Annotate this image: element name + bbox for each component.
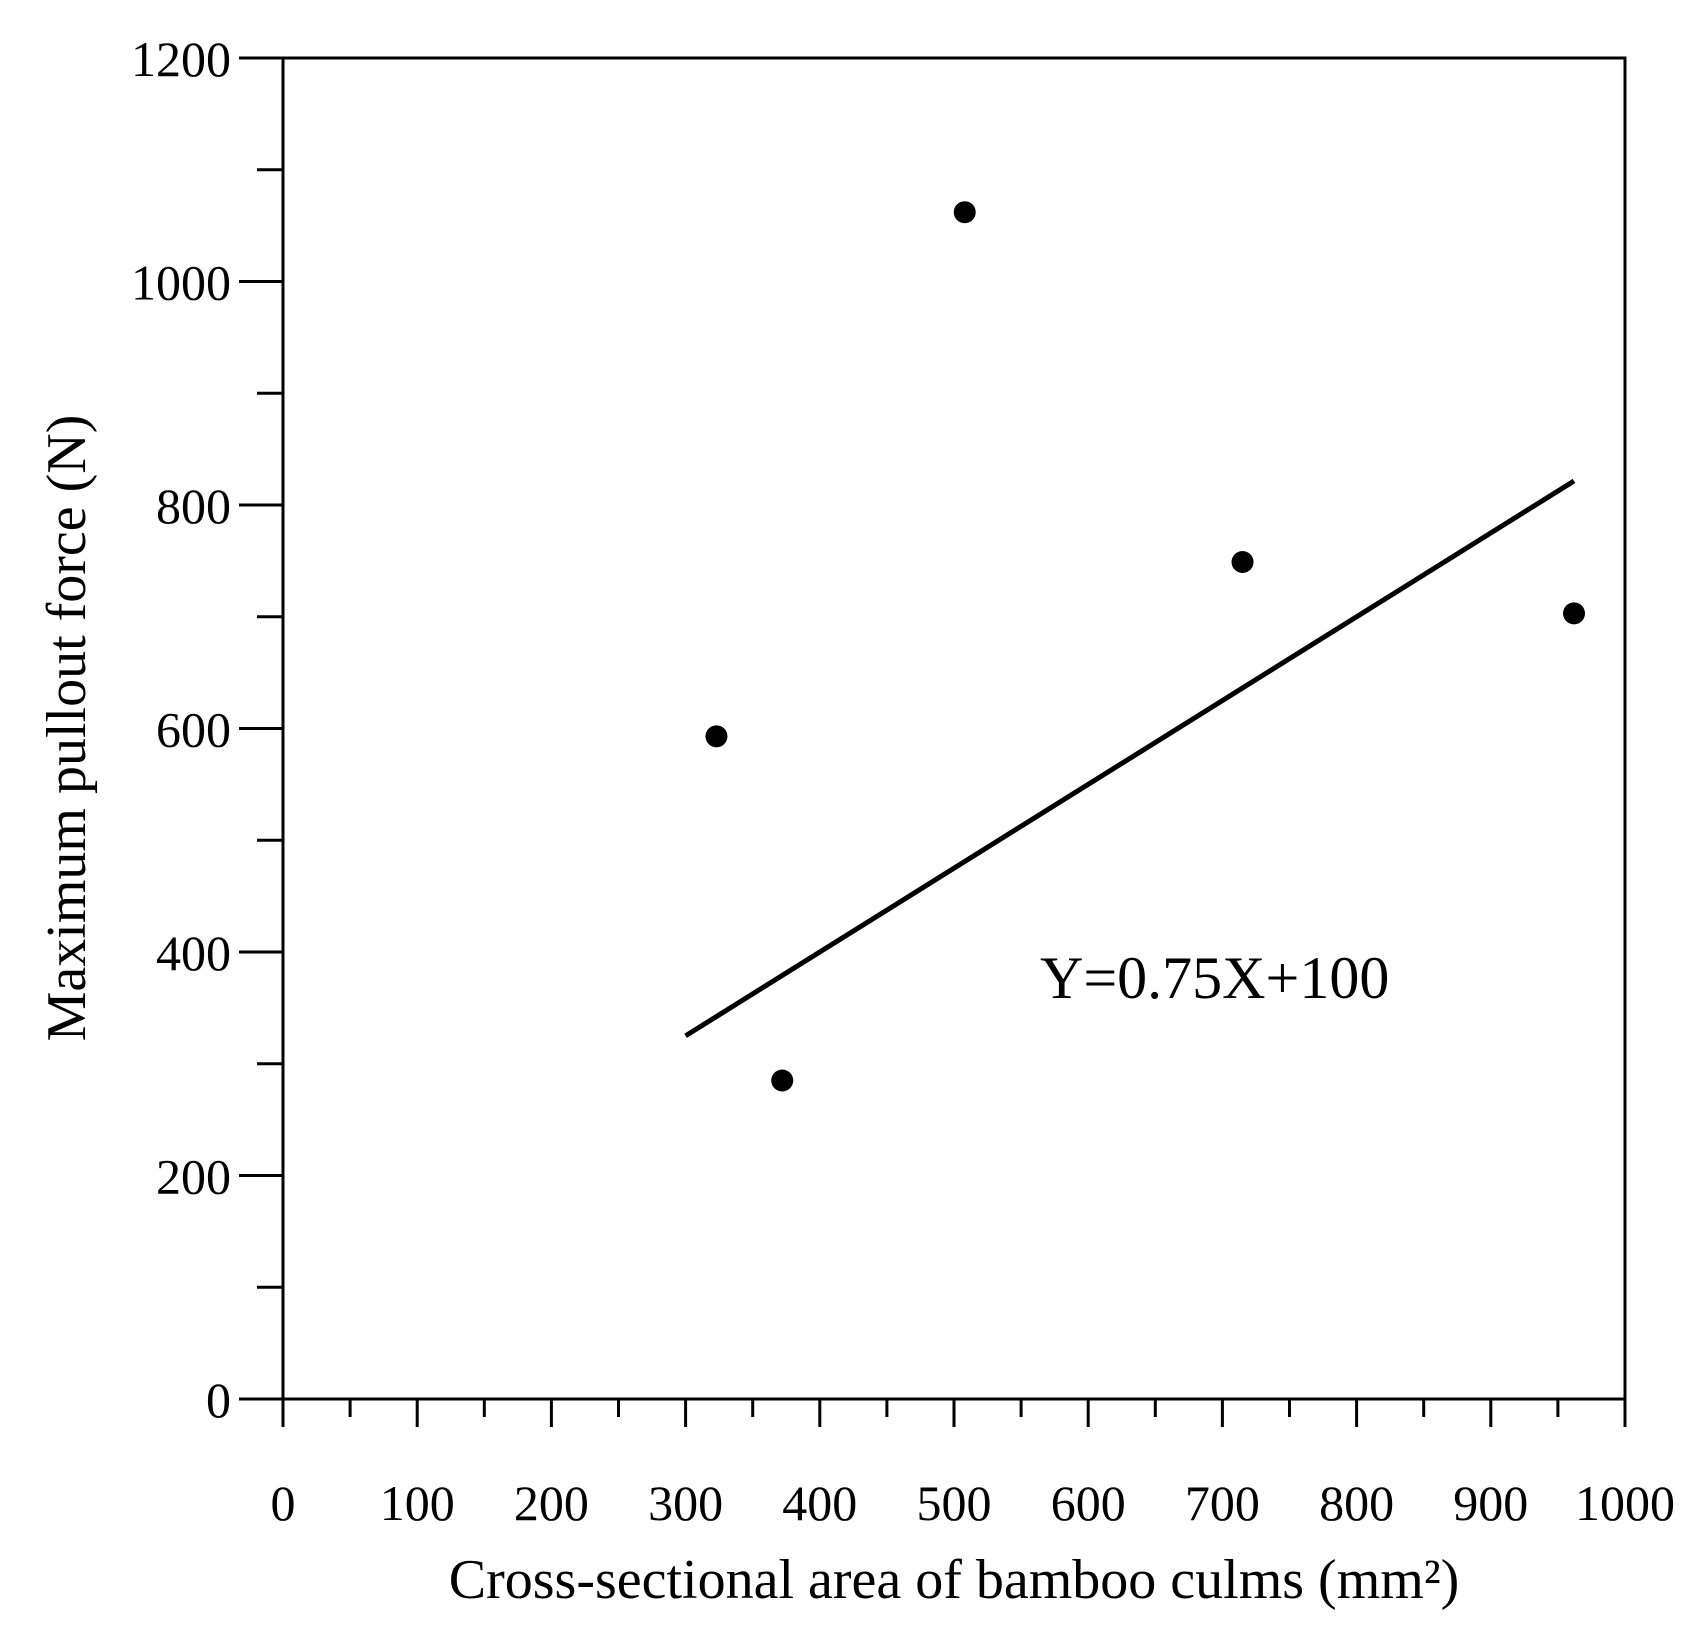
- y-tick-label: 200: [156, 1149, 231, 1205]
- x-tick-label: 300: [648, 1475, 723, 1531]
- regression-line-group: [684, 478, 1576, 1038]
- x-tick-label: 1000: [1575, 1475, 1675, 1531]
- data-point: [953, 201, 976, 224]
- x-tick-label: 400: [782, 1475, 857, 1531]
- regression-line: [684, 478, 1576, 1038]
- y-tick-label: 400: [156, 925, 231, 981]
- x-tick-label: 900: [1453, 1475, 1528, 1531]
- plot-frame: [281, 56, 1627, 1401]
- fit-equation-annotation: Y=0.75X+100: [1040, 945, 1389, 1011]
- x-tick-label: 0: [271, 1475, 296, 1531]
- data-point: [1231, 550, 1254, 573]
- x-tick-label: 500: [917, 1475, 992, 1531]
- y-tick-label: 1000: [131, 255, 231, 311]
- x-tick-label: 700: [1185, 1475, 1260, 1531]
- x-tick-label: 600: [1051, 1475, 1126, 1531]
- x-axis-label: Cross-sectional area of bamboo culms (mm…: [449, 1549, 1460, 1611]
- y-tick-label: 600: [156, 702, 231, 758]
- x-tick-label: 800: [1319, 1475, 1394, 1531]
- data-points: [705, 201, 1586, 1092]
- x-tick-label: 200: [514, 1475, 589, 1531]
- y-tick-label: 800: [156, 478, 231, 534]
- data-point: [705, 725, 728, 748]
- y-axis-ticks: 0 200 400 600 800 1000 1200: [131, 31, 283, 1428]
- x-tick-label: 100: [380, 1475, 455, 1531]
- data-point: [1563, 602, 1586, 625]
- data-point: [771, 1069, 794, 1092]
- x-axis-ticks: 0 100 200 300 400 500 600 700 800 900 1000: [271, 1399, 1675, 1531]
- y-axis-label: Maximum pullout force (N): [36, 415, 98, 1042]
- y-tick-label: 1200: [131, 31, 231, 87]
- y-tick-label: 0: [206, 1372, 231, 1428]
